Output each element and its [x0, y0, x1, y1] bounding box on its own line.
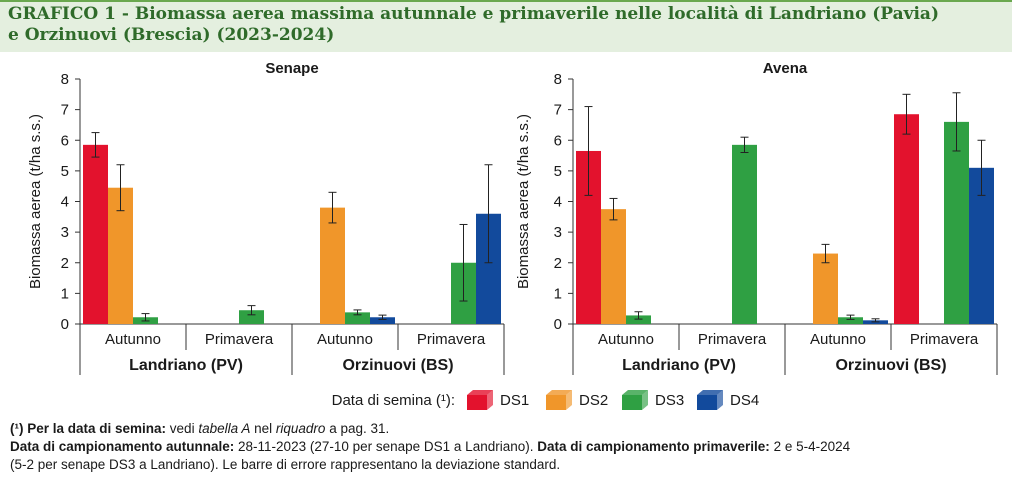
chart-0-y-tick-label: 2	[61, 255, 69, 272]
chart-1-y-tick-label: 3	[554, 224, 562, 241]
chart-0-y-tick-label: 3	[61, 224, 69, 241]
footnotes: (¹) Per la data di semina: vedi tabella …	[10, 420, 1000, 474]
legend-swatch	[546, 395, 566, 410]
chart-0-category-label: Primavera	[205, 331, 274, 348]
chart-0-title: Senape	[265, 60, 318, 77]
chart-1-bar-ds3	[838, 317, 863, 324]
note-errorbars-text: (5-2 per senape DS3 a Landriano). Le bar…	[10, 457, 561, 472]
chart-1-category-label: Primavera	[698, 331, 767, 348]
legend-swatch-side	[487, 390, 493, 410]
chart-1-y-tick-label: 7	[554, 102, 562, 119]
chart-1-y-tick-label: 0	[554, 316, 562, 333]
chart-1-bar-ds3	[732, 144, 757, 324]
note-spring-text: 2 e 5-4-2024	[769, 439, 851, 454]
legend-item-ds1	[467, 390, 493, 410]
chart-1-bar-ds1	[894, 114, 919, 324]
chart-1-y-tick-label: 4	[554, 194, 562, 211]
chart-1-y-tick-label: 8	[554, 71, 562, 88]
note-sowing-text-b: nel	[250, 421, 276, 436]
chart-0-bar-ds1	[83, 144, 108, 324]
chart-0-y-axis-label: Biomassa aerea (t/ha s.s.)	[27, 114, 44, 289]
figure-title-line2: e Orzinuovi (Brescia) (2023-2024)	[8, 25, 335, 45]
chart-0-y-tick-label: 8	[61, 71, 69, 88]
legend-swatch-side	[566, 390, 572, 410]
chart-0-bar-ds2	[320, 207, 345, 324]
chart-1-y-axis-label: Biomassa aerea (t/ha s.s.)	[515, 114, 532, 289]
legend-item-label: DS1	[500, 392, 529, 409]
legend-item-label: DS3	[655, 392, 684, 409]
legend-swatch-top	[546, 390, 572, 395]
chart-1-bar-ds2	[601, 209, 626, 324]
chart-1-category-label: Autunno	[598, 331, 654, 348]
legend-item-label: DS4	[730, 392, 759, 409]
chart-1-y-tick-label: 1	[554, 285, 562, 302]
chart-1-bar-ds2	[813, 253, 838, 324]
chart-1-y-tick-label: 6	[554, 132, 562, 149]
note-sowing-text-c: a pag. 31.	[325, 421, 390, 436]
chart-0-y-tick-label: 0	[61, 316, 69, 333]
chart-1-location-label: Landriano (PV)	[622, 357, 736, 374]
legend-item-label: DS2	[579, 392, 608, 409]
legend-item-ds4	[697, 390, 723, 410]
legend-swatch-top	[467, 390, 493, 395]
chart-1-category-label: Autunno	[810, 331, 866, 348]
chart-0-category-label: Autunno	[317, 331, 373, 348]
chart-0-location-label: Landriano (PV)	[129, 357, 243, 374]
chart-0-y-tick-label: 6	[61, 132, 69, 149]
chart-0-bar-ds3	[345, 312, 370, 324]
legend-swatch	[697, 395, 717, 410]
chart-0-y-tick-label: 4	[61, 194, 69, 211]
chart-0-location-label: Orzinuovi (BS)	[342, 357, 453, 374]
chart-0-y-tick-label: 1	[61, 285, 69, 302]
chart-1-bar-ds3	[944, 121, 969, 324]
chart-1-category-label: Primavera	[910, 331, 979, 348]
chart-1-y-tick-label: 5	[554, 163, 562, 180]
charts-area: Senape Biomassa aerea (t/ha s.s.) 0 1 2 3 4 5 6 7…	[27, 60, 998, 410]
note-table-ref: tabella A	[198, 421, 251, 436]
title-band	[0, 0, 1012, 52]
chart-0-bar-ds3	[239, 310, 264, 324]
note-box-ref: riquadro	[275, 421, 326, 436]
legend-swatch-side	[717, 390, 723, 410]
note-sowing-label: (¹) Per la data di semina:	[10, 421, 167, 436]
note-spring-label: Data di campionamento primaverile:	[537, 439, 770, 454]
chart-1-y-tick-label: 2	[554, 255, 562, 272]
note-autumn-text: 28-11-2023 (27-10 per senape DS1 a Landr…	[234, 439, 538, 454]
chart-0-category-label: Primavera	[417, 331, 486, 348]
chart-0-y-tick-label: 7	[61, 102, 69, 119]
note-sowing-text-a: vedi	[166, 421, 199, 436]
legend-item-ds3	[622, 390, 648, 410]
legend-swatch	[622, 395, 642, 410]
chart-0-category-label: Autunno	[105, 331, 161, 348]
legend-swatch	[467, 395, 487, 410]
note-autumn-label: Data di campionamento autunnale:	[10, 439, 235, 454]
legend-swatch-top	[622, 390, 648, 395]
legend-label: Data di semina (¹):	[332, 392, 455, 409]
chart-1-location-label: Orzinuovi (BS)	[835, 357, 946, 374]
chart-0-bar-ds4	[370, 317, 395, 324]
figure-title: GRAFICO 1 - Biomassa aerea massima autun…	[8, 4, 998, 46]
legend-swatch-top	[697, 390, 723, 395]
chart-1-title: Avena	[763, 60, 808, 77]
chart-0-y-tick-label: 5	[61, 163, 69, 180]
chart-1-bar-ds3	[626, 315, 651, 324]
figure-title-line1: GRAFICO 1 - Biomassa aerea massima autun…	[8, 4, 939, 24]
legend-item-ds2	[546, 390, 572, 410]
legend-swatch-side	[642, 390, 648, 410]
